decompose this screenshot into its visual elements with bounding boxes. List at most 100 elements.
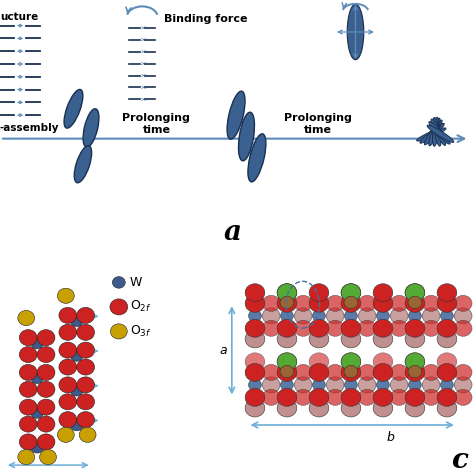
Text: O$_{3f}$: O$_{3f}$ [130, 324, 151, 339]
Circle shape [309, 319, 329, 337]
Circle shape [341, 284, 361, 301]
Circle shape [326, 377, 344, 393]
Circle shape [454, 377, 472, 393]
Circle shape [358, 377, 376, 393]
Circle shape [358, 320, 376, 337]
Circle shape [376, 379, 389, 391]
Circle shape [408, 365, 422, 378]
Circle shape [262, 365, 280, 381]
Circle shape [345, 310, 357, 322]
Circle shape [341, 399, 361, 417]
Circle shape [31, 407, 44, 419]
Ellipse shape [424, 120, 442, 145]
Circle shape [345, 379, 357, 391]
Circle shape [312, 310, 325, 322]
Circle shape [390, 365, 408, 381]
Text: Prolonging
time: Prolonging time [283, 113, 352, 135]
Circle shape [40, 449, 56, 465]
Circle shape [277, 284, 297, 301]
Circle shape [19, 416, 37, 432]
Circle shape [405, 284, 425, 301]
Circle shape [309, 330, 329, 348]
Circle shape [70, 384, 83, 396]
Ellipse shape [433, 118, 441, 146]
Circle shape [344, 365, 358, 378]
Circle shape [309, 399, 329, 417]
Circle shape [373, 284, 393, 301]
Circle shape [262, 295, 280, 311]
Ellipse shape [64, 90, 83, 128]
Circle shape [37, 381, 55, 397]
Circle shape [18, 449, 35, 465]
Circle shape [19, 381, 37, 397]
Circle shape [294, 389, 312, 405]
Circle shape [358, 389, 376, 405]
Circle shape [19, 434, 37, 450]
Circle shape [59, 359, 77, 375]
Circle shape [294, 365, 312, 381]
Circle shape [277, 389, 297, 406]
Circle shape [326, 295, 344, 311]
Circle shape [77, 324, 94, 340]
Circle shape [408, 296, 422, 309]
Circle shape [19, 346, 37, 363]
Circle shape [245, 319, 265, 337]
Text: c: c [451, 447, 468, 474]
Circle shape [405, 319, 425, 337]
Circle shape [405, 353, 425, 371]
Ellipse shape [248, 134, 266, 182]
Circle shape [281, 379, 293, 391]
Circle shape [294, 295, 312, 311]
Text: a: a [223, 219, 241, 246]
Circle shape [405, 389, 425, 406]
Circle shape [277, 330, 297, 348]
Circle shape [309, 284, 329, 301]
Circle shape [59, 377, 77, 393]
Ellipse shape [83, 109, 99, 147]
Circle shape [341, 330, 361, 348]
Circle shape [373, 389, 393, 406]
Circle shape [262, 377, 280, 393]
Circle shape [37, 346, 55, 363]
Circle shape [277, 364, 297, 381]
Text: ucture: ucture [0, 12, 38, 22]
Circle shape [373, 353, 393, 371]
Circle shape [409, 379, 421, 391]
Circle shape [341, 389, 361, 406]
Circle shape [294, 308, 312, 324]
Circle shape [358, 365, 376, 381]
Circle shape [341, 284, 361, 301]
Circle shape [309, 294, 329, 312]
Circle shape [110, 324, 127, 339]
Circle shape [70, 419, 83, 431]
Circle shape [245, 330, 265, 348]
Circle shape [77, 377, 94, 393]
Circle shape [422, 365, 440, 381]
Circle shape [344, 296, 358, 309]
Circle shape [37, 434, 55, 450]
Circle shape [294, 377, 312, 393]
Circle shape [373, 399, 393, 417]
Circle shape [405, 353, 425, 371]
Circle shape [79, 427, 96, 442]
Circle shape [57, 288, 74, 303]
Circle shape [437, 284, 457, 301]
Circle shape [112, 277, 125, 288]
Circle shape [294, 320, 312, 337]
Circle shape [373, 364, 393, 381]
Circle shape [437, 353, 457, 371]
Circle shape [454, 320, 472, 337]
Circle shape [245, 389, 265, 406]
Text: b: b [386, 431, 394, 444]
Circle shape [248, 310, 261, 322]
Circle shape [277, 284, 297, 301]
Circle shape [245, 353, 265, 371]
Circle shape [277, 353, 297, 371]
Ellipse shape [427, 125, 454, 142]
Ellipse shape [227, 91, 245, 139]
Circle shape [309, 353, 329, 371]
Circle shape [59, 411, 77, 428]
Circle shape [405, 399, 425, 417]
Circle shape [376, 310, 389, 322]
Ellipse shape [429, 122, 450, 144]
